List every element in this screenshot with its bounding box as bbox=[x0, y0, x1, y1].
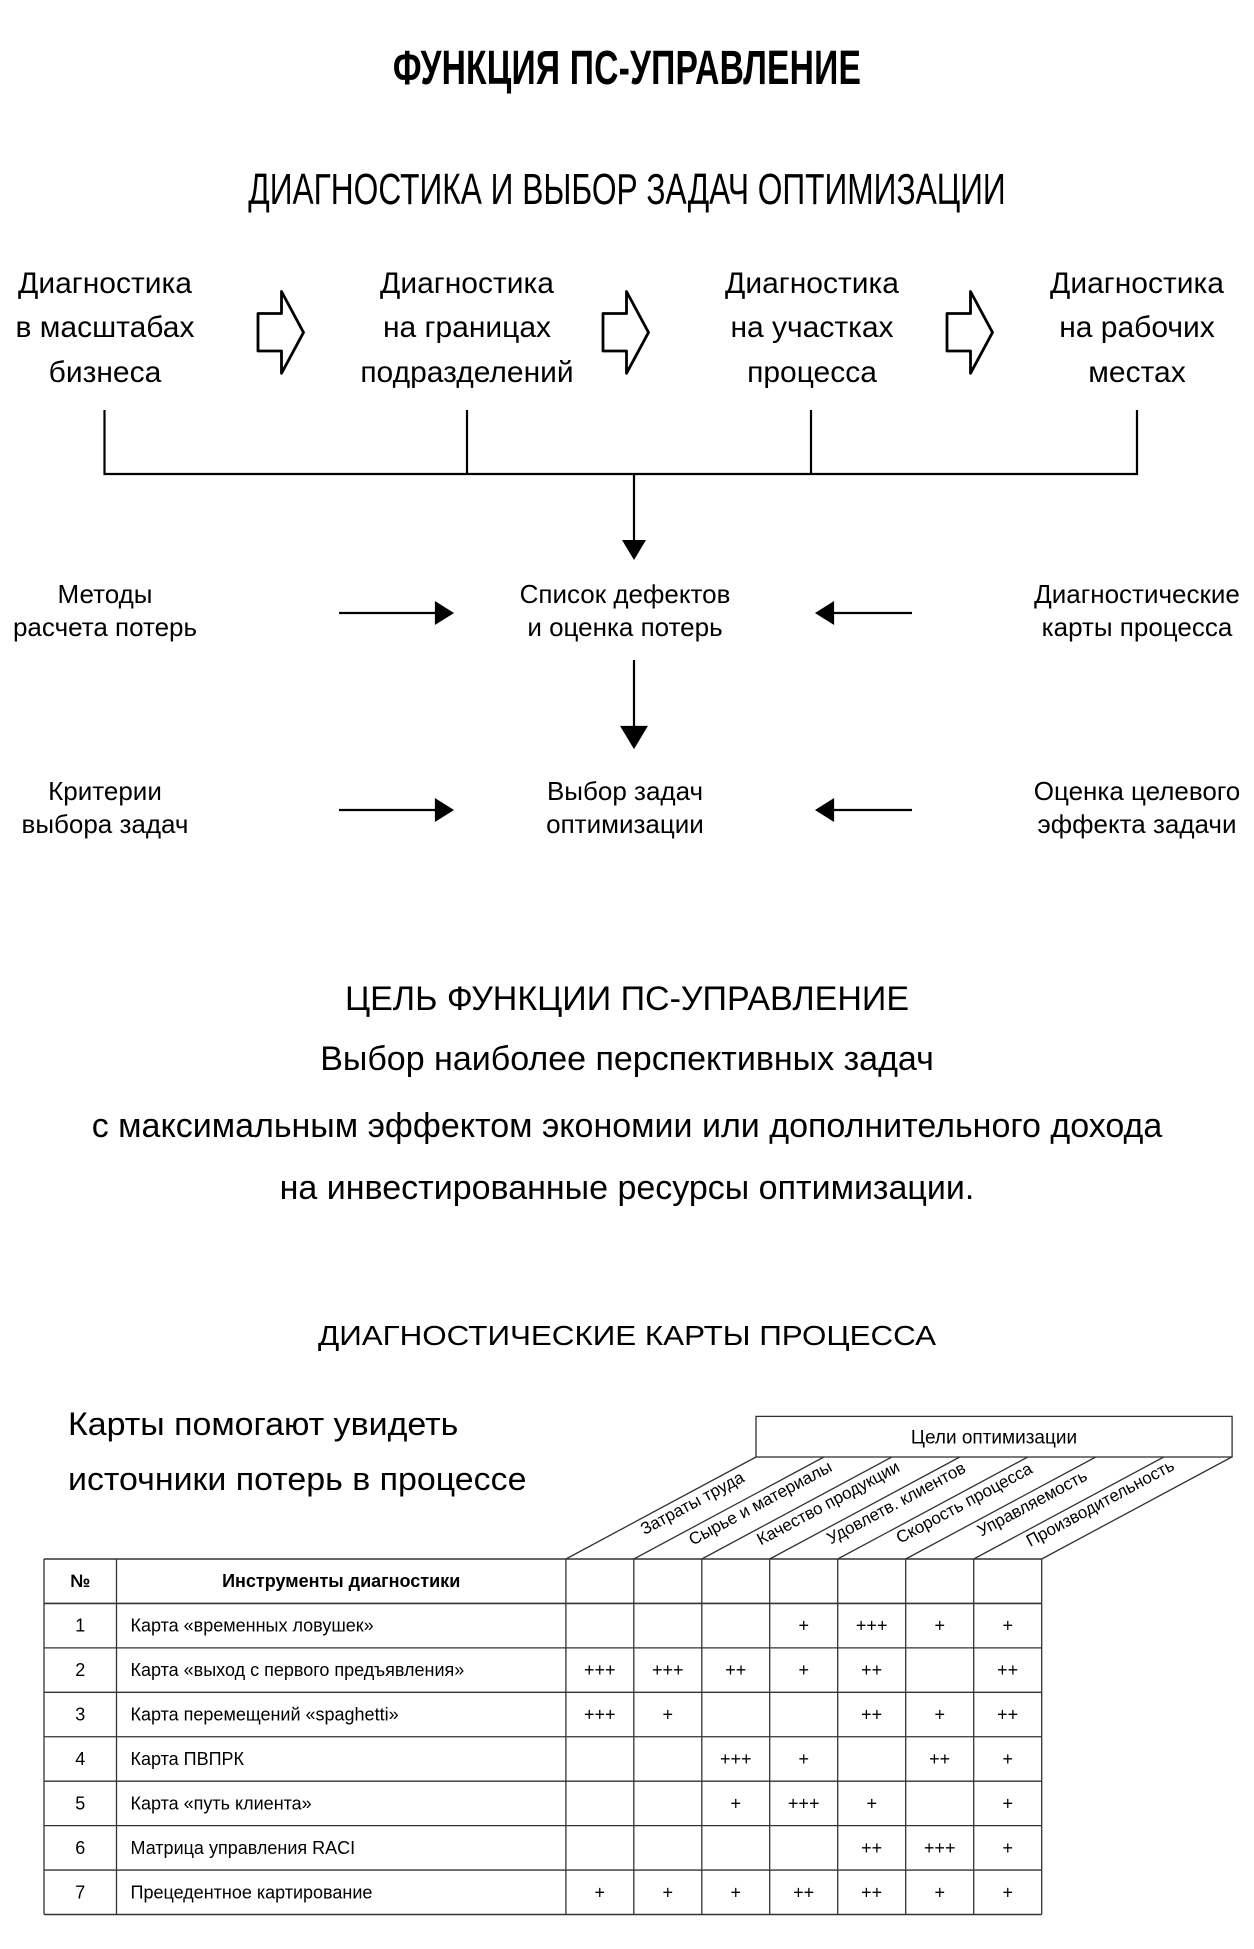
svg-text:+: + bbox=[731, 1882, 742, 1902]
svg-text:++: ++ bbox=[793, 1882, 814, 1902]
svg-text:+++: +++ bbox=[652, 1660, 684, 1680]
svg-text:Цели оптимизации: Цели оптимизации bbox=[911, 1428, 1077, 1449]
svg-text:+: + bbox=[798, 1616, 809, 1636]
svg-text:Инструменты диагностики: Инструменты диагностики bbox=[222, 1571, 460, 1591]
svg-text:1: 1 bbox=[75, 1616, 85, 1636]
svg-text:+: + bbox=[1002, 1616, 1013, 1636]
svg-text:++: ++ bbox=[861, 1705, 882, 1725]
svg-text:+++: +++ bbox=[924, 1838, 956, 1858]
svg-text:++: ++ bbox=[929, 1749, 950, 1769]
svg-text:3: 3 bbox=[75, 1705, 85, 1725]
svg-text:+++: +++ bbox=[584, 1660, 616, 1680]
svg-text:+: + bbox=[663, 1705, 674, 1725]
svg-text:+: + bbox=[934, 1705, 945, 1725]
svg-text:Карта «выход с первого предъяв: Карта «выход с первого предъявления» bbox=[131, 1660, 465, 1680]
svg-text:++: ++ bbox=[861, 1882, 882, 1902]
svg-text:Карта перемещений «spaghetti»: Карта перемещений «spaghetti» bbox=[131, 1705, 399, 1725]
svg-text:2: 2 bbox=[75, 1660, 85, 1680]
svg-text:+: + bbox=[1002, 1882, 1013, 1902]
svg-text:+: + bbox=[731, 1793, 742, 1813]
svg-text:++: ++ bbox=[997, 1705, 1018, 1725]
svg-text:6: 6 bbox=[75, 1838, 85, 1858]
svg-text:+: + bbox=[934, 1882, 945, 1902]
svg-text:+: + bbox=[798, 1749, 809, 1769]
svg-text:+: + bbox=[1002, 1793, 1013, 1813]
svg-text:++: ++ bbox=[725, 1660, 746, 1680]
svg-text:+++: +++ bbox=[788, 1793, 820, 1813]
svg-text:Карта ПВПРК: Карта ПВПРК bbox=[131, 1749, 245, 1769]
svg-text:++: ++ bbox=[997, 1660, 1018, 1680]
svg-text:++: ++ bbox=[861, 1660, 882, 1680]
svg-text:5: 5 bbox=[75, 1793, 85, 1813]
svg-text:Карта «путь клиента»: Карта «путь клиента» bbox=[131, 1793, 312, 1813]
svg-text:+++: +++ bbox=[584, 1705, 616, 1725]
svg-text:+++: +++ bbox=[856, 1616, 888, 1636]
svg-text:Карта «временных ловушек»: Карта «временных ловушек» bbox=[131, 1616, 374, 1636]
svg-text:++: ++ bbox=[861, 1838, 882, 1858]
svg-text:Прецедентное картирование: Прецедентное картирование bbox=[131, 1882, 373, 1902]
svg-text:+: + bbox=[1002, 1749, 1013, 1769]
svg-text:+: + bbox=[866, 1793, 877, 1813]
svg-text:7: 7 bbox=[75, 1882, 85, 1902]
svg-text:+: + bbox=[1002, 1838, 1013, 1858]
svg-text:+: + bbox=[798, 1660, 809, 1680]
svg-text:№: № bbox=[70, 1571, 90, 1591]
svg-text:Матрица управления RACI: Матрица управления RACI bbox=[131, 1838, 356, 1858]
svg-text:+: + bbox=[595, 1882, 606, 1902]
svg-text:4: 4 bbox=[75, 1749, 85, 1769]
svg-text:+: + bbox=[663, 1882, 674, 1902]
svg-text:+++: +++ bbox=[720, 1749, 752, 1769]
svg-text:+: + bbox=[934, 1616, 945, 1636]
